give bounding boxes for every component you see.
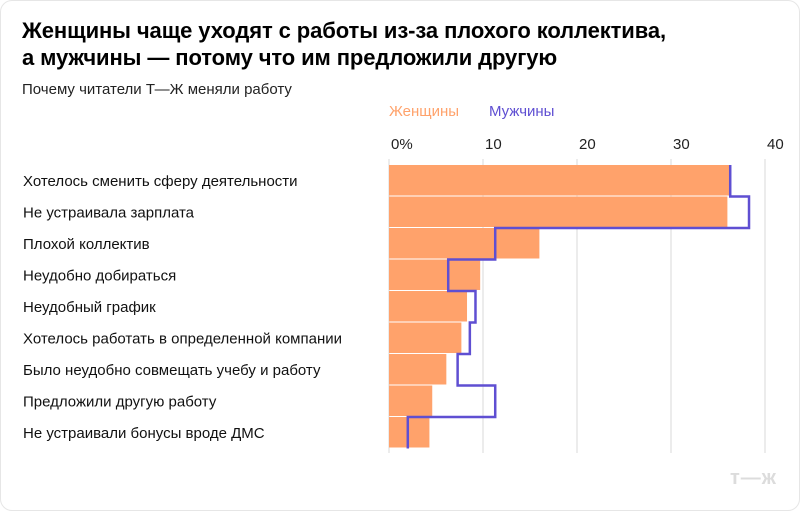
category-label: Было неудобно совмещать учебу и работу [23,362,321,379]
bar-women [389,385,433,416]
category-label: Неудобно добираться [23,267,176,284]
x-tick-label: 0% [391,136,413,153]
chart-title-line-1: Женщины чаще уходят с работы из-за плохо… [22,18,666,43]
category-label: Предложили другую работу [23,393,217,410]
bar-women [389,322,462,353]
chart-title: Женщины чаще уходят с работы из-за плохо… [22,17,762,71]
x-tick-label: 30 [673,136,690,153]
brand-logo: т—ж [730,467,777,489]
category-label: Плохой коллектив [23,236,150,253]
category-label: Неудобный график [23,299,156,316]
x-tick-label: 40 [767,136,784,153]
legend-women: Женщины [389,103,460,120]
legend-men: Мужчины [489,103,555,120]
category-label: Не устраивала зарплата [23,204,195,221]
category-label: Не устраивали бонусы вроде ДМС [23,425,265,442]
bar-women [389,291,468,322]
bar-women [389,259,481,290]
chart-subtitle: Почему читатели Т—Ж меняли работу [22,81,292,98]
chart-title-line-2: а мужчины — потому что им предложили дру… [22,45,558,70]
category-label: Хотелось работать в определенной компани… [23,330,342,347]
bar-women [389,165,730,196]
x-tick-label: 10 [485,136,502,153]
category-label: Хотелось сменить сферу деятельности [23,173,298,190]
bar-women [389,228,540,259]
bar-women [389,196,728,227]
x-tick-label: 20 [579,136,596,153]
series-line-men [406,165,751,449]
bar-women [389,354,447,385]
bar-women [389,417,430,448]
